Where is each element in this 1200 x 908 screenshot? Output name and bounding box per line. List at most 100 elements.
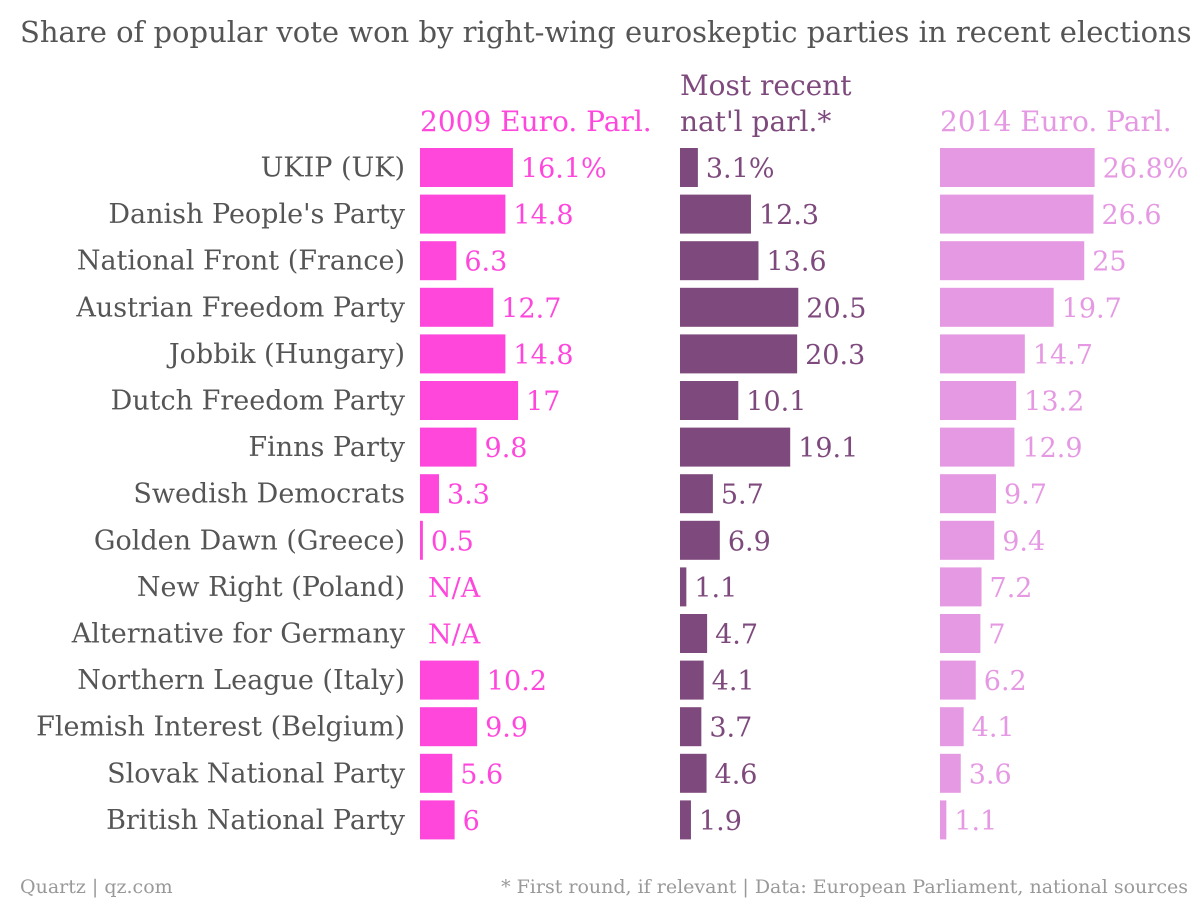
- category-label: New Right (Poland): [137, 572, 405, 603]
- value-label-series-2: 20.3: [805, 340, 865, 371]
- value-label-series-1: 10.2: [487, 666, 547, 697]
- bar-series-2: [680, 194, 751, 234]
- value-label-series-3: 19.7: [1062, 293, 1122, 324]
- value-label-series-3: 13.2: [1024, 387, 1084, 418]
- value-label-series-2: 4.7: [715, 620, 758, 651]
- value-label-series-2: 1.1: [694, 573, 737, 604]
- footer-source-left: Quartz | qz.com: [20, 876, 173, 898]
- bar-series-1: [420, 194, 506, 234]
- bar-series-3: [940, 660, 976, 700]
- value-label-series-3: 6.2: [984, 666, 1027, 697]
- value-label-series-3: 4.1: [972, 713, 1015, 744]
- value-label-series-3: 7: [988, 620, 1005, 651]
- footer-source-right: * First round, if relevant | Data: Europ…: [501, 876, 1188, 898]
- bar-series-1: [420, 334, 506, 374]
- value-label-series-2: 20.5: [806, 293, 866, 324]
- value-label-series-2: 6.9: [728, 526, 771, 557]
- bar-series-2: [680, 800, 691, 840]
- value-label-series-1: 6: [463, 806, 480, 837]
- category-label: Flemish Interest (Belgium): [36, 712, 405, 743]
- bar-series-3: [940, 753, 961, 793]
- bar-series-2: [680, 520, 720, 560]
- value-label-series-3: 14.7: [1033, 340, 1093, 371]
- column-header-1: 2009 Euro. Parl.: [420, 105, 652, 138]
- column-header-3: 2014 Euro. Parl.: [940, 105, 1172, 138]
- bar-series-1: [420, 381, 519, 420]
- bar-series-2: [680, 381, 739, 420]
- value-label-series-1: 12.7: [501, 293, 561, 324]
- category-label: British National Party: [106, 805, 406, 836]
- category-label: Golden Dawn (Greece): [94, 525, 405, 556]
- value-label-series-2: 1.9: [699, 806, 742, 837]
- value-label-series-3: 25: [1092, 247, 1126, 278]
- value-label-series-1: 0.5: [431, 526, 474, 557]
- bar-series-3: [940, 241, 1085, 281]
- column-header-2-line-2: nat'l parl.*: [680, 105, 831, 138]
- chart-title: Share of popular vote won by right-wing …: [20, 15, 1192, 49]
- value-label-series-2: 3.7: [709, 713, 752, 744]
- category-labels: UKIP (UK) Danish People's Party National F…: [36, 153, 406, 836]
- category-label: Danish People's Party: [108, 199, 405, 230]
- bar-series-2: [680, 334, 798, 374]
- bar-series-1: [420, 800, 455, 840]
- category-label: National Front (France): [77, 246, 405, 277]
- value-label-series-1: 6.3: [464, 247, 507, 278]
- bar-series-3: [940, 381, 1017, 420]
- category-label: Dutch Freedom Party: [111, 386, 406, 417]
- bar-series-2: [680, 614, 708, 653]
- bar-series-2: [680, 427, 791, 467]
- value-label-series-3: 3.6: [969, 759, 1012, 790]
- bars: [420, 148, 1095, 840]
- value-label-series-3: 9.7: [1004, 480, 1047, 511]
- bar-series-2: [680, 474, 713, 514]
- bar-series-3: [940, 520, 995, 560]
- category-label: Jobbik (Hungary): [166, 339, 405, 370]
- bar-series-3: [940, 194, 1094, 234]
- category-label: Austrian Freedom Party: [75, 292, 405, 323]
- bar-series-3: [940, 287, 1054, 327]
- value-label-series-2: 3.1%: [706, 154, 775, 185]
- value-label-series-1: 5.6: [460, 759, 503, 790]
- bar-series-1: [420, 660, 479, 700]
- value-label-series-1: 14.8: [513, 340, 573, 371]
- value-label-series-2: 5.7: [721, 480, 764, 511]
- category-label: Swedish Democrats: [133, 479, 405, 510]
- category-label: Finns Party: [248, 432, 405, 463]
- bar-series-1: [420, 707, 478, 747]
- value-label-series-1: 14.8: [513, 200, 573, 231]
- bar-series-1: [420, 474, 440, 514]
- bar-series-1: [420, 753, 453, 793]
- column-header-2-line-1: Most recent: [680, 69, 852, 102]
- value-label-series-2: 4.6: [715, 759, 758, 790]
- bar-series-3: [940, 148, 1095, 187]
- bar-series-2: [680, 567, 687, 607]
- value-label-series-2: 19.1: [798, 433, 858, 464]
- bar-series-1: [420, 520, 423, 560]
- value-label-series-1: 9.9: [485, 713, 528, 744]
- bar-series-1: [420, 287, 494, 327]
- bar-series-3: [940, 474, 996, 514]
- value-label-series-1: 16.1%: [521, 154, 607, 185]
- category-label: Slovak National Party: [107, 758, 406, 789]
- bar-series-2: [680, 707, 702, 747]
- bar-series-3: [940, 800, 947, 840]
- bar-series-3: [940, 707, 964, 747]
- value-label-series-3: 1.1: [954, 806, 997, 837]
- bar-series-3: [940, 567, 982, 607]
- value-label-series-3: 9.4: [1002, 526, 1045, 557]
- bar-series-2: [680, 148, 698, 187]
- value-label-series-3: 7.2: [990, 573, 1033, 604]
- bar-series-1: [420, 241, 457, 281]
- value-label-series-3: 26.6: [1101, 200, 1161, 231]
- bar-series-2: [680, 660, 704, 700]
- value-label-series-2: 10.1: [746, 387, 806, 418]
- value-label-series-1: 17: [526, 387, 560, 418]
- category-label: UKIP (UK): [261, 153, 405, 184]
- bar-series-2: [680, 287, 799, 327]
- value-label-series-1: 9.8: [485, 433, 528, 464]
- value-label-series-1: 3.3: [447, 480, 490, 511]
- bar-series-3: [940, 334, 1025, 374]
- value-label-series-1: N/A: [428, 620, 481, 651]
